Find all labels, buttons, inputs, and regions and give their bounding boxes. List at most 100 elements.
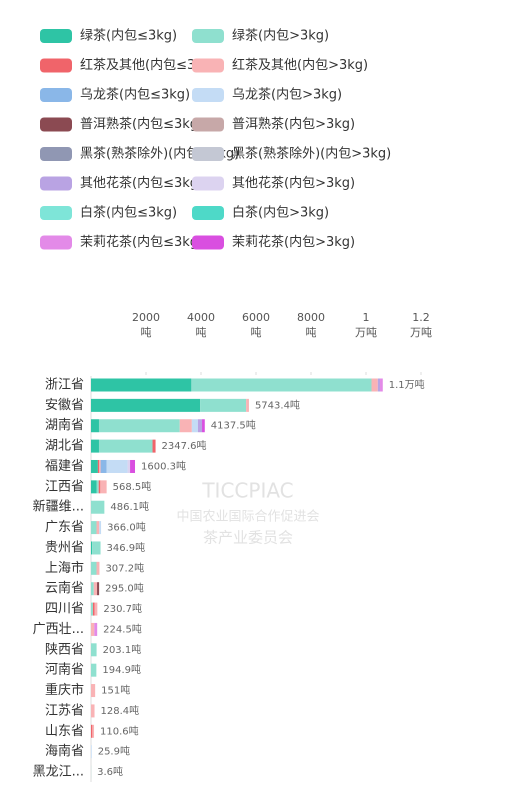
legend-swatch <box>192 88 224 102</box>
bar-segment <box>91 521 97 535</box>
bar-segment <box>179 419 192 433</box>
legend-swatch <box>40 117 72 132</box>
legend-label: 红茶及其他(内包>3kg) <box>232 57 368 73</box>
total-label: 307.2吨 <box>105 561 144 574</box>
legend-label: 白茶(内包≤3kg) <box>80 205 177 221</box>
bar-segment <box>191 378 372 392</box>
bar-segment <box>127 459 131 473</box>
total-label: 3.6吨 <box>97 765 123 778</box>
bar-segment <box>92 602 95 616</box>
total-label: 346.9吨 <box>107 541 146 554</box>
x-tick-label: 1 万吨 <box>355 311 377 339</box>
category-label: 江西省 <box>45 479 84 494</box>
category-label: 广西壮... <box>33 622 84 637</box>
bar-segment <box>97 582 100 596</box>
category-label: 山东省 <box>45 724 84 739</box>
bar-segment <box>92 541 101 555</box>
bar-segment <box>200 398 247 412</box>
bar-segment <box>91 419 99 433</box>
bar-segment <box>246 398 249 412</box>
bar-segment <box>96 561 100 575</box>
total-label: 1600.3吨 <box>141 459 186 472</box>
legend-label: 其他花茶(内包>3kg) <box>232 175 355 191</box>
legend-swatch <box>192 147 224 161</box>
bar-segment <box>91 561 97 575</box>
legend-label: 普洱熟茶(内包≤3kg) <box>80 116 203 132</box>
bar-segment <box>99 521 102 535</box>
legend-swatch <box>192 58 224 73</box>
watermark: TICCPIAC <box>201 479 293 503</box>
total-label: 366.0吨 <box>107 521 146 534</box>
legend-label: 普洱熟茶(内包>3kg) <box>232 116 355 132</box>
x-tick-label: 8000 吨 <box>297 311 325 339</box>
bar-segment <box>91 459 98 473</box>
bar-segment <box>202 419 205 433</box>
legend-swatch <box>192 235 224 250</box>
bar-segment <box>377 378 381 392</box>
category-label: 广东省 <box>45 520 84 535</box>
bar-segment <box>92 724 95 738</box>
total-label: 5743.4吨 <box>255 398 300 411</box>
category-label: 上海市 <box>45 560 84 576</box>
total-label: 230.7吨 <box>103 602 142 615</box>
legend-swatch <box>192 117 224 132</box>
legend-label: 红茶及其他(内包≤3kg) <box>80 57 216 73</box>
legend-label: 茉莉花茶(内包≤3kg) <box>80 234 203 250</box>
bar-segment <box>91 500 105 514</box>
legend-label: 绿茶(内包>3kg) <box>232 28 329 44</box>
total-label: 4137.5吨 <box>211 419 256 432</box>
legend-label: 乌龙茶(内包≤3kg) <box>80 87 190 103</box>
watermark: 茶产业委员会 <box>203 529 293 547</box>
bar-segment <box>130 459 136 473</box>
category-label: 重庆市 <box>45 682 84 698</box>
bar-segment <box>380 378 383 392</box>
bar-segment <box>91 643 97 657</box>
bar-segment <box>91 622 95 636</box>
category-label: 四川省 <box>45 602 84 617</box>
total-label: 151吨 <box>101 684 130 697</box>
category-label: 贵州省 <box>45 540 84 555</box>
bar-segment <box>197 419 203 433</box>
category-label: 河南省 <box>45 662 84 678</box>
legend-swatch <box>40 58 72 73</box>
category-label: 黑龙江... <box>33 765 84 780</box>
bar-segment <box>91 602 93 616</box>
bar-segment <box>96 480 99 494</box>
bar-segment <box>91 684 96 698</box>
bar-segment <box>152 439 156 453</box>
bar-segment <box>106 459 128 473</box>
bar-segment <box>98 419 180 433</box>
legend-swatch <box>192 206 224 220</box>
category-label: 陕西省 <box>45 642 84 657</box>
x-tick-label: 6000 吨 <box>242 311 270 339</box>
legend-label: 白茶(内包>3kg) <box>232 205 329 221</box>
category-label: 福建省 <box>45 459 84 474</box>
total-label: 486.1吨 <box>110 500 149 513</box>
bar-segment <box>91 439 99 453</box>
category-label: 江苏省 <box>45 702 84 718</box>
category-label: 浙江省 <box>45 378 84 393</box>
legend-swatch <box>40 88 72 102</box>
legend-swatch <box>192 29 224 43</box>
total-label: 224.5吨 <box>103 622 142 635</box>
bar-segment <box>100 459 107 473</box>
x-tick-label: 2000 吨 <box>132 311 160 339</box>
legend-swatch <box>40 206 72 220</box>
category-label: 湖南省 <box>45 417 84 433</box>
legend-swatch <box>40 235 72 250</box>
category-label: 安徽省 <box>45 398 84 413</box>
legend-swatch <box>40 147 72 161</box>
bar-segment <box>91 541 93 555</box>
bar-segment <box>96 521 100 535</box>
total-label: 110.6吨 <box>100 724 139 737</box>
bar-segment <box>91 582 94 596</box>
total-label: 128.4吨 <box>101 704 140 717</box>
legend-swatch <box>192 176 224 191</box>
legend-label: 其他花茶(内包≤3kg) <box>80 175 203 191</box>
bar-segment <box>91 663 97 677</box>
bar-segment <box>98 439 153 453</box>
bar-segment <box>91 378 192 392</box>
bar-segment <box>94 622 98 636</box>
total-label: 194.9吨 <box>102 663 141 676</box>
